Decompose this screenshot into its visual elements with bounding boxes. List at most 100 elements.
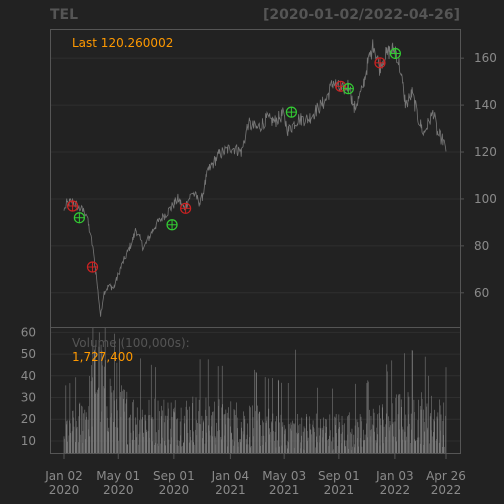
volume-bar bbox=[198, 411, 200, 454]
volume-bar bbox=[385, 436, 386, 454]
volume-bar bbox=[202, 422, 204, 454]
volume-bar bbox=[367, 437, 368, 454]
volume-bar bbox=[79, 404, 80, 454]
volume-bar bbox=[443, 402, 445, 454]
volume-bar bbox=[240, 442, 242, 454]
volume-bar bbox=[95, 392, 97, 454]
volume-bar bbox=[258, 413, 260, 454]
volume-bar bbox=[420, 409, 422, 454]
volume-bar bbox=[402, 429, 404, 454]
volume-bar bbox=[266, 416, 268, 454]
volume-bar bbox=[310, 429, 311, 454]
volume-bar bbox=[212, 411, 214, 454]
volume-bar bbox=[244, 415, 245, 454]
volume-bar bbox=[341, 443, 342, 454]
volume-bar bbox=[442, 420, 444, 454]
volume-bar bbox=[329, 430, 331, 454]
volume-bar bbox=[203, 420, 204, 454]
volume-bar bbox=[233, 409, 235, 454]
volume-bar bbox=[375, 440, 377, 454]
date-tick-year: 2021 bbox=[269, 483, 300, 497]
date-tick-year: 2021 bbox=[215, 483, 246, 497]
volume-bar bbox=[297, 413, 299, 454]
volume-bar bbox=[421, 392, 422, 454]
volume-bar bbox=[131, 439, 133, 454]
volume-bar bbox=[206, 432, 207, 454]
volume-bar bbox=[268, 408, 270, 454]
volume-bar bbox=[157, 443, 158, 454]
volume-bar bbox=[214, 401, 215, 454]
volume-bar bbox=[383, 426, 385, 454]
volume-bar bbox=[352, 446, 353, 454]
volume-bar bbox=[255, 411, 256, 454]
volume-bar bbox=[81, 405, 82, 454]
volume-bar bbox=[189, 436, 191, 454]
volume-bar bbox=[345, 446, 346, 454]
volume-bar bbox=[307, 440, 308, 454]
volume-bar bbox=[350, 432, 351, 454]
volume-bar bbox=[181, 446, 182, 454]
volume-bar bbox=[297, 425, 299, 454]
volume-bar bbox=[278, 380, 280, 454]
volume-bar bbox=[378, 413, 380, 454]
volume-bar bbox=[385, 424, 387, 454]
volume-bar bbox=[207, 359, 209, 454]
volume-bar bbox=[424, 356, 426, 454]
volume-bar bbox=[98, 387, 99, 454]
volume-bar bbox=[367, 380, 369, 454]
volume-bar bbox=[240, 439, 241, 454]
volume-bar bbox=[268, 434, 270, 454]
volume-bar bbox=[291, 424, 292, 454]
volume-bar bbox=[123, 398, 124, 454]
volume-bar bbox=[315, 413, 317, 454]
volume-tick-label: 20 bbox=[21, 412, 36, 426]
volume-bar bbox=[303, 449, 304, 454]
date-tick-year: 2020 bbox=[159, 483, 190, 497]
volume-panel-frame bbox=[50, 327, 461, 454]
volume-bar bbox=[202, 430, 203, 454]
volume-bar bbox=[252, 417, 254, 454]
volume-bar bbox=[158, 446, 159, 454]
volume-bar bbox=[276, 416, 277, 454]
volume-bar bbox=[87, 419, 89, 454]
volume-bar bbox=[277, 440, 279, 454]
volume-bar bbox=[123, 411, 125, 454]
volume-bar bbox=[303, 426, 305, 454]
volume-bar bbox=[211, 415, 212, 454]
volume-bar bbox=[433, 419, 435, 454]
volume-bar bbox=[160, 443, 162, 454]
volume-bar bbox=[190, 429, 191, 454]
volume-bar bbox=[376, 442, 377, 454]
sell-signal-marker bbox=[374, 57, 386, 69]
volume-bar bbox=[401, 406, 402, 454]
volume-bar bbox=[245, 439, 247, 454]
volume-bar bbox=[227, 417, 229, 454]
volume-bar bbox=[105, 360, 106, 454]
volume-bar bbox=[139, 432, 141, 454]
volume-bar bbox=[405, 440, 406, 454]
volume-bar bbox=[401, 426, 403, 454]
volume-bar bbox=[341, 415, 343, 454]
volume-bar bbox=[340, 433, 342, 454]
volume-tick-label: 50 bbox=[21, 347, 36, 361]
volume-bar bbox=[254, 369, 255, 454]
volume-bar bbox=[261, 435, 263, 454]
volume-bar bbox=[436, 438, 437, 454]
volume-bar bbox=[259, 411, 261, 454]
volume-bar bbox=[143, 432, 144, 454]
volume-bar bbox=[430, 413, 431, 454]
volume-bar bbox=[216, 422, 217, 454]
volume-bar bbox=[436, 416, 438, 454]
volume-bar bbox=[271, 421, 272, 454]
volume-bar bbox=[258, 411, 260, 454]
volume-bar bbox=[138, 434, 140, 454]
volume-bar bbox=[392, 424, 393, 454]
volume-bar bbox=[282, 422, 284, 454]
volume-bar bbox=[75, 442, 76, 454]
volume-bar bbox=[342, 424, 344, 454]
volume-bar bbox=[199, 423, 200, 454]
volume-tick-label: 60 bbox=[21, 325, 36, 339]
volume-bar bbox=[144, 414, 146, 454]
volume-bar bbox=[369, 430, 371, 454]
